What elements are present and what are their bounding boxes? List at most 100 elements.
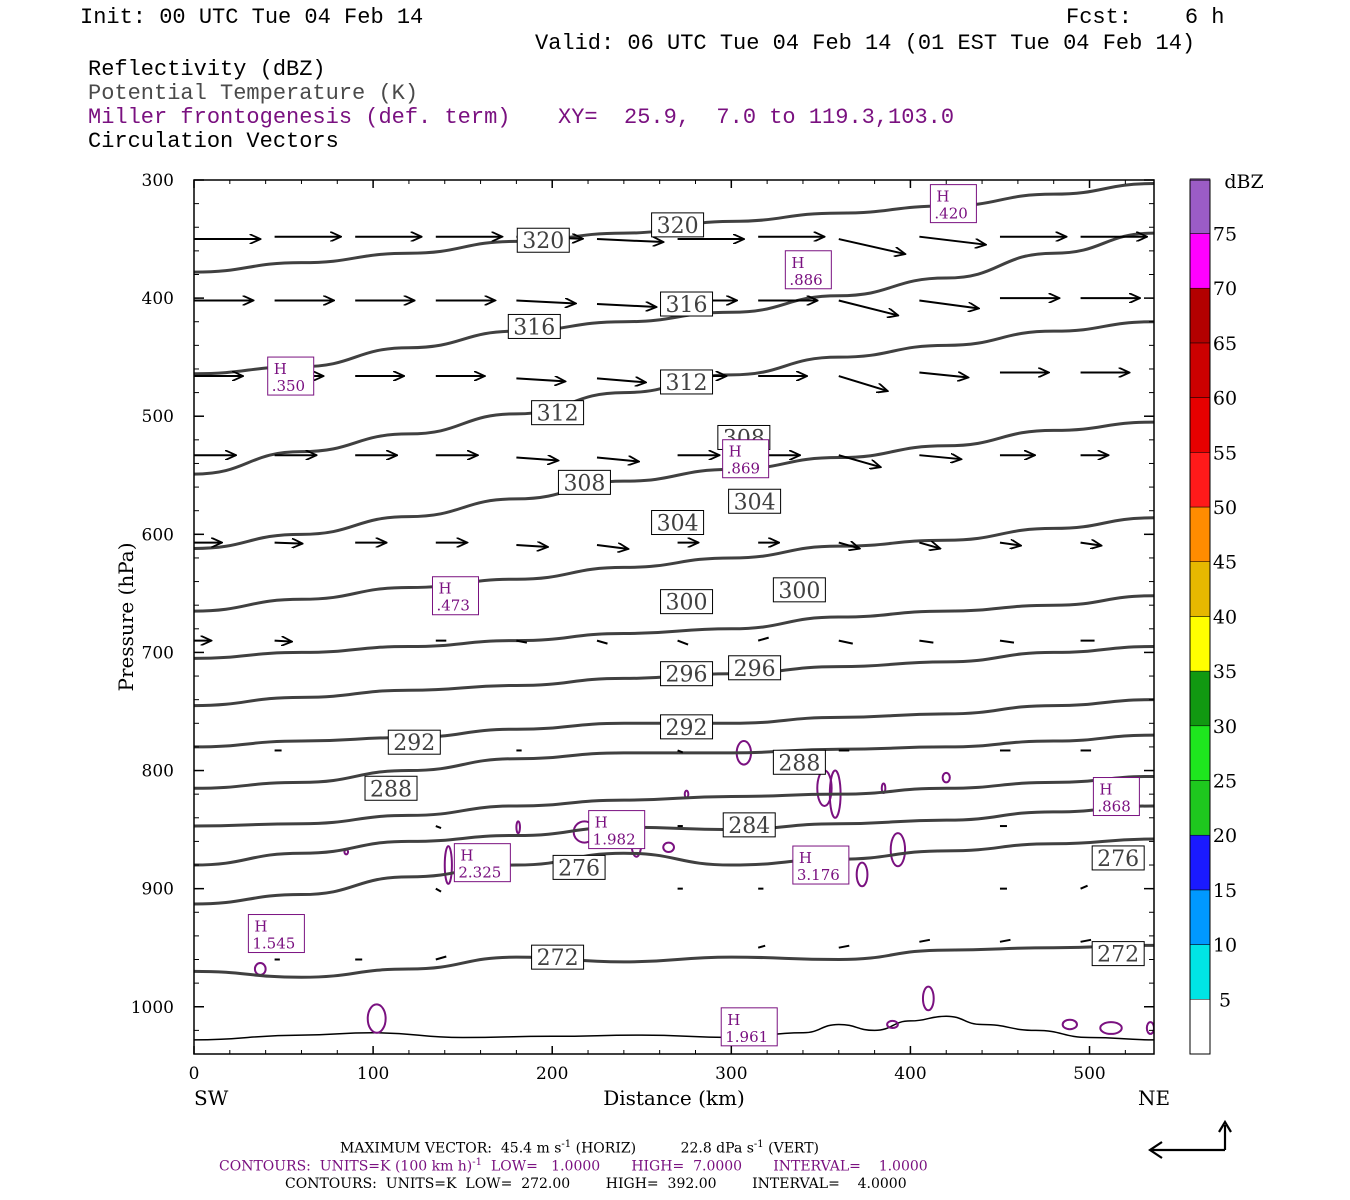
frontogenesis-high: H1.982 [588, 810, 646, 850]
frontogenesis-contour [921, 985, 935, 1012]
circulation-vector [516, 300, 576, 303]
colorbar-label: 75 [1213, 224, 1237, 246]
max-vector-vert-tag: (VERT) [768, 1140, 820, 1157]
frontogenesis-high: H.869 [722, 439, 770, 479]
circulation-vector [596, 239, 664, 242]
high-value: 1.545 [252, 935, 295, 953]
isentrope-label: 288 [364, 775, 418, 802]
frontogenesis-high: H2.325 [453, 843, 511, 883]
isentrope-label: 300 [660, 589, 714, 616]
circulation-vector [919, 235, 986, 245]
x-tick-label: 200 [536, 1064, 568, 1084]
frontogenesis-high-box [267, 356, 315, 396]
frontogenesis-contour [886, 1019, 899, 1030]
colorbar-label: 60 [1213, 388, 1237, 410]
circulation-vector [274, 543, 303, 544]
isentrope-label: 316 [507, 313, 561, 340]
circulation-vector [274, 641, 293, 642]
isentrope-label-box [728, 488, 782, 514]
circulation-vector [516, 458, 558, 461]
circulation-vector [435, 955, 447, 961]
high-marker: H [595, 814, 608, 832]
frontogenesis-contour [1099, 1021, 1123, 1035]
isentrope-label-text: 300 [778, 579, 820, 604]
y-tick-label: 300 [142, 171, 174, 191]
isentrope-label: 312 [531, 400, 585, 427]
isentrope-label-text: 316 [513, 315, 555, 340]
colorbar-label: 5 [1219, 989, 1231, 1011]
isentrope-label: 276 [552, 854, 606, 881]
isentrope-label-box [651, 510, 705, 536]
sw-endpoint-label: SW [194, 1086, 229, 1110]
forecast-hour: Fcst: 6 h [1066, 5, 1225, 30]
colorbar-label: 50 [1213, 497, 1237, 519]
isentrope-label-box [728, 655, 782, 681]
isentrope-label-text: 288 [778, 751, 820, 776]
isentrope-label-text: 320 [522, 229, 564, 254]
circulation-vector [596, 304, 657, 307]
isentrope-label-box [531, 944, 585, 970]
high-value: .350 [272, 377, 305, 395]
colorbar-swatch [1189, 287, 1211, 344]
isentrope-label-text: 308 [563, 471, 605, 496]
circulation-vector [677, 639, 689, 646]
isentrope-label: 272 [1091, 941, 1145, 968]
isentrope-label-box [772, 577, 826, 603]
frontogenesis-contour [515, 820, 521, 835]
frontogenesis-contour [253, 962, 267, 976]
high-marker: H [274, 360, 287, 378]
isentrope-label-text: 276 [1097, 847, 1139, 872]
circulation-vector [838, 944, 850, 949]
high-value: .420 [934, 205, 967, 223]
isentrope-label-text: 284 [728, 814, 770, 839]
circulation-vector [838, 375, 888, 391]
circulation-vector [838, 238, 906, 254]
isentrope-312 [194, 320, 1154, 476]
frontogenesis-high: H3.176 [792, 845, 850, 885]
frontogenesis-contour [889, 832, 907, 868]
colorbar-label: 30 [1213, 716, 1237, 738]
y-tick-label: 600 [142, 525, 174, 545]
high-marker: H [936, 188, 949, 206]
isentrope-label-text: 300 [666, 591, 708, 616]
high-marker: H [254, 918, 267, 936]
isentrope-label-box [387, 729, 441, 755]
isentrope-label-text: 296 [666, 663, 708, 688]
isentrope-280 [194, 804, 1154, 867]
isentrope-label: 292 [660, 714, 714, 741]
circulation-vector [516, 639, 528, 644]
frontogenesis-high: H.886 [784, 250, 832, 290]
frontogenesis-high-box [431, 576, 479, 616]
isentrope-label: 320 [516, 227, 570, 254]
x-axis-label: Distance (km) [603, 1086, 745, 1110]
circulation-vector [838, 454, 881, 467]
isentrope-276 [194, 837, 1154, 906]
x-tick-label: 400 [894, 1064, 926, 1084]
isentrope-label-text: 292 [393, 731, 435, 756]
high-marker: H [460, 847, 473, 865]
high-value: .886 [789, 271, 822, 289]
high-marker: H [729, 443, 742, 461]
colorbar-swatch [1189, 506, 1211, 562]
isentrope-304 [194, 516, 1154, 613]
high-value: .473 [436, 597, 469, 615]
colorbar-title: dBZ [1224, 171, 1263, 193]
frontogenesis-contour [366, 1003, 387, 1034]
circulation-vector [435, 825, 442, 829]
isentrope-label: 304 [728, 488, 782, 515]
x-tick-label: 500 [1073, 1064, 1105, 1084]
isentrope-272 [194, 943, 1154, 979]
circulation-vector [757, 944, 766, 949]
colorbar-swatch [1189, 561, 1211, 617]
colorbar-label: 65 [1213, 333, 1237, 355]
frontogenesis-contour [855, 861, 869, 888]
isentrope-300 [194, 594, 1154, 660]
isentrope-label-text: 292 [666, 716, 708, 741]
isentrope-label-text: 304 [657, 512, 699, 537]
colorbar-swatch [1189, 834, 1211, 891]
colorbar-swatch [1189, 670, 1211, 727]
isentrope-label-text: 296 [734, 657, 776, 682]
frontogenesis-high-box [720, 1007, 778, 1047]
high-value: 1.982 [593, 831, 636, 849]
isentrope-label-box [552, 854, 606, 880]
